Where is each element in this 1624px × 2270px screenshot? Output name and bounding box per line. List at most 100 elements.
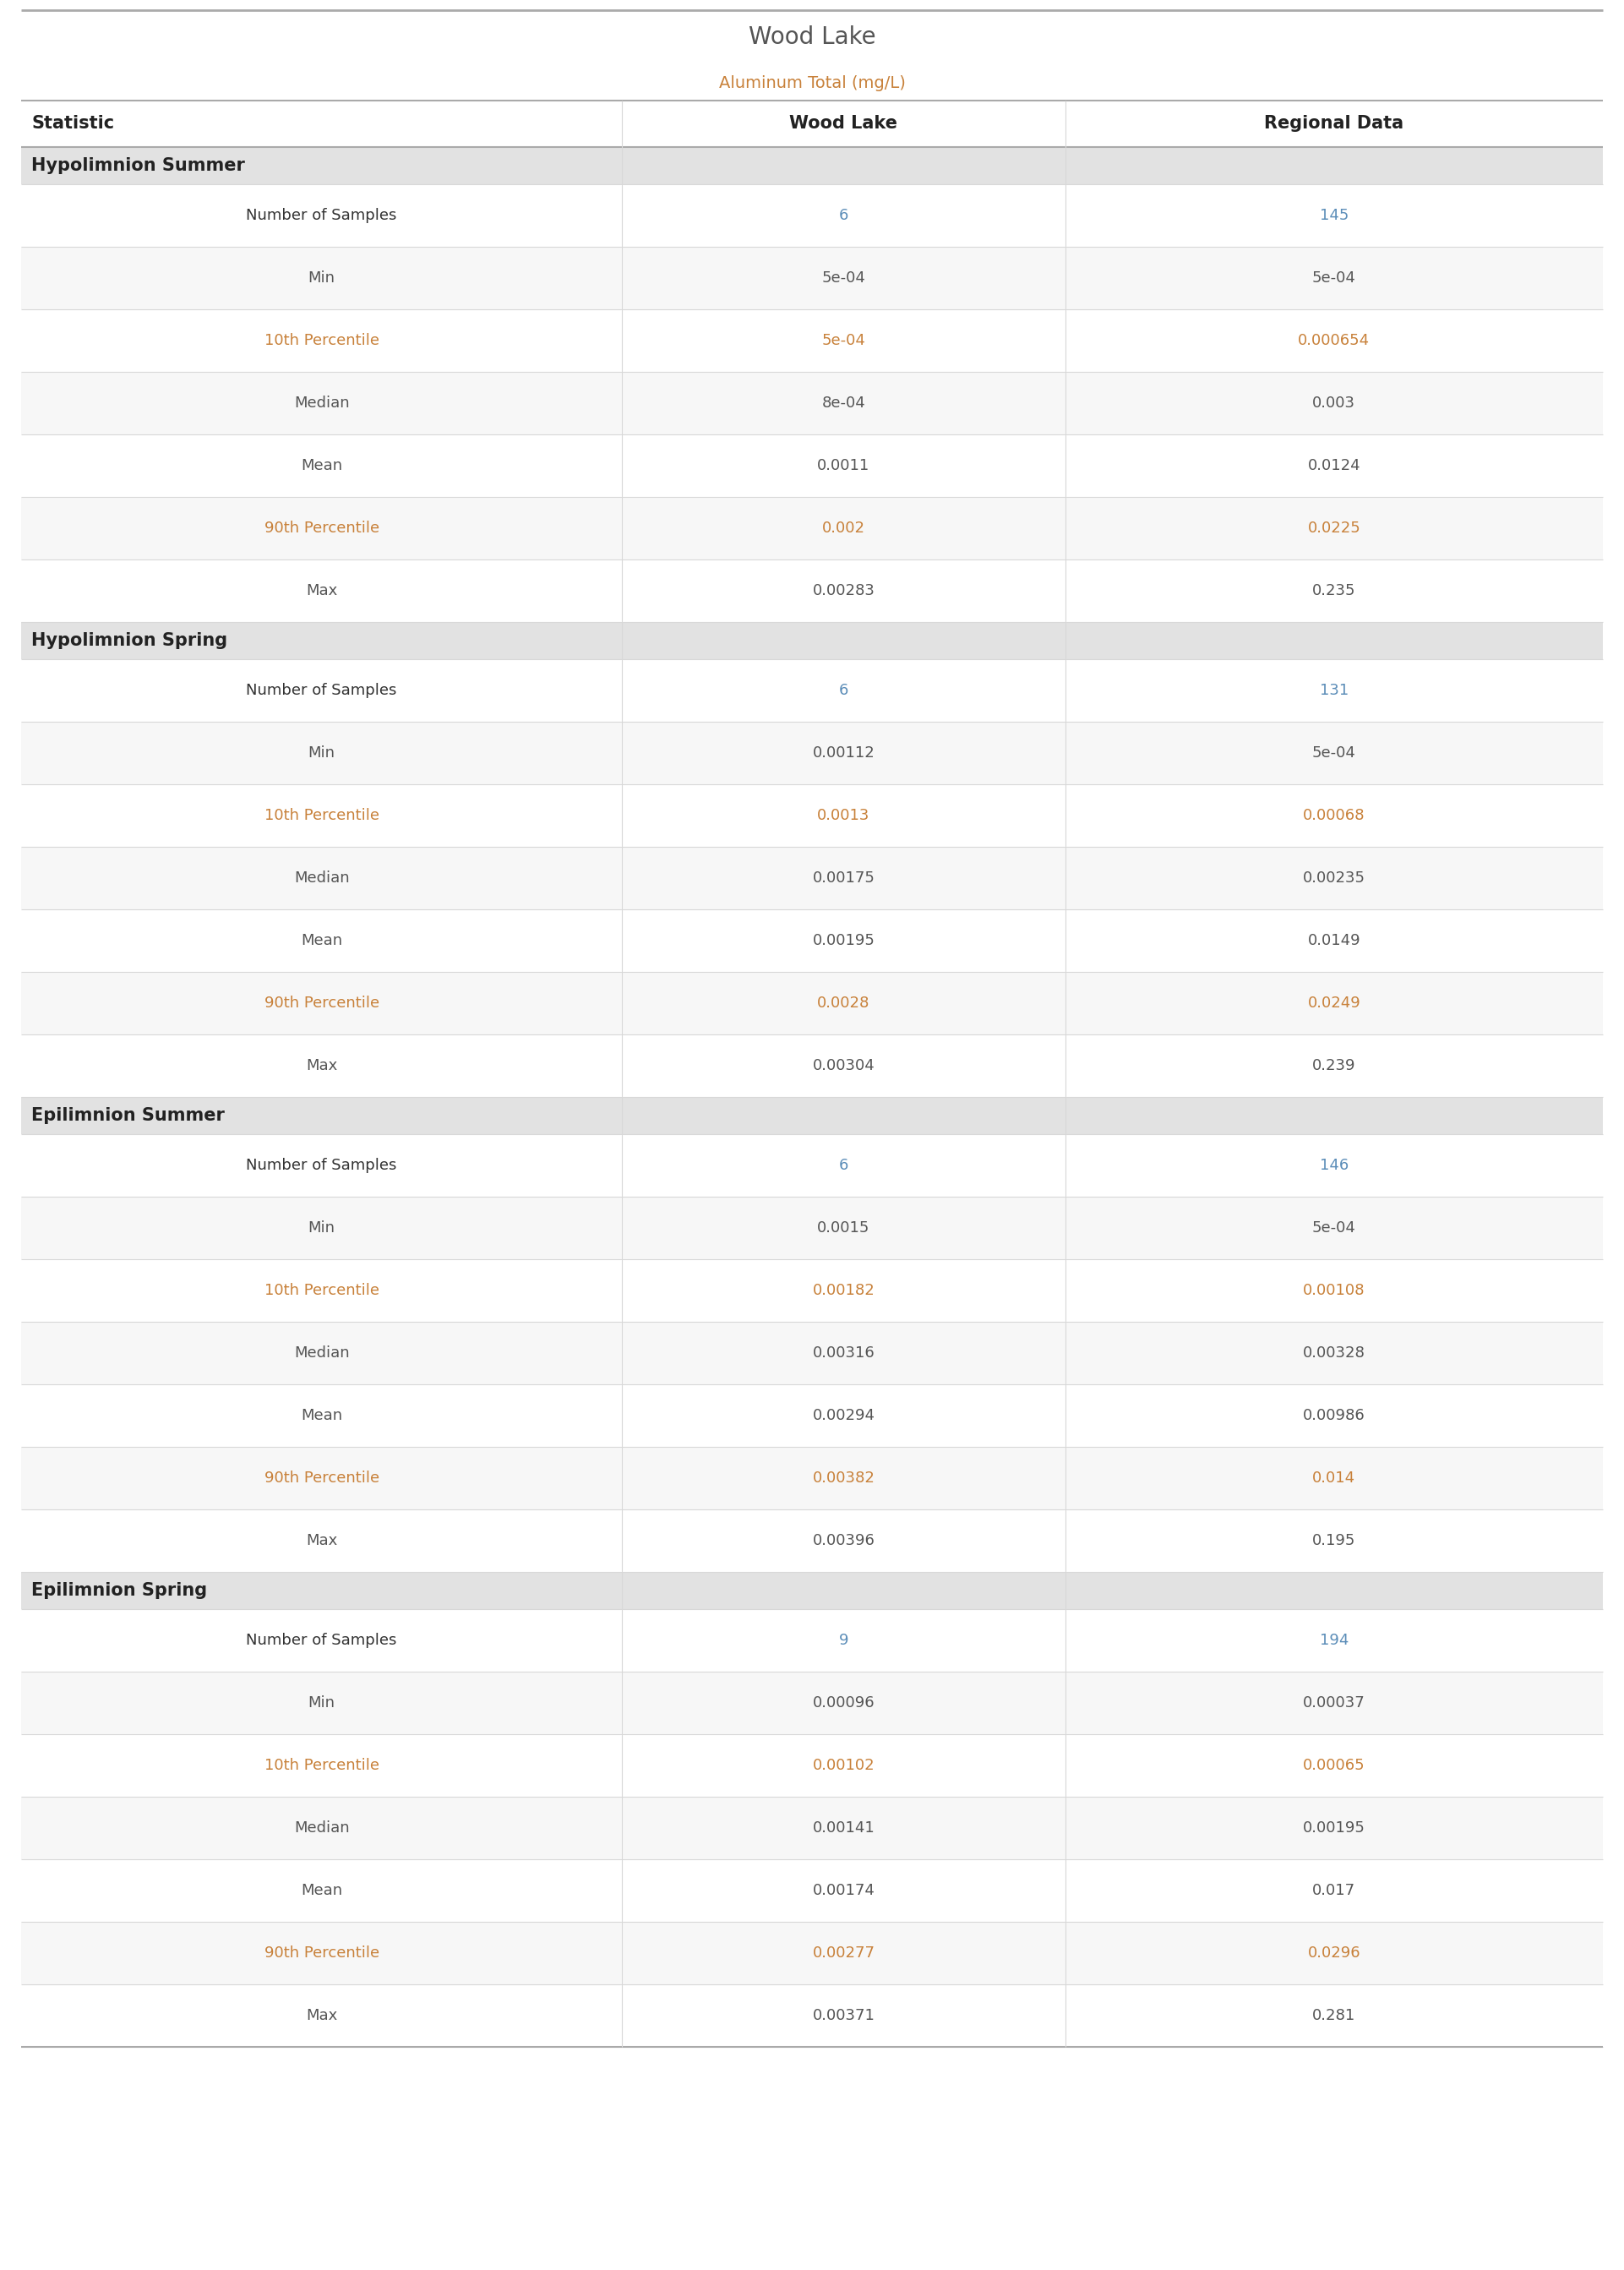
Text: Mean: Mean: [300, 933, 343, 949]
Text: Hypolimnion Spring: Hypolimnion Spring: [31, 631, 227, 649]
Bar: [21, 1446, 1603, 1510]
Text: Wood Lake: Wood Lake: [749, 25, 875, 50]
Text: Median: Median: [294, 395, 349, 411]
Text: 0.000654: 0.000654: [1298, 334, 1371, 347]
Text: 10th Percentile: 10th Percentile: [265, 808, 378, 824]
Bar: [21, 1096, 1603, 1135]
Text: 0.281: 0.281: [1312, 2009, 1356, 2023]
Text: 5e-04: 5e-04: [822, 334, 866, 347]
Text: Number of Samples: Number of Samples: [247, 209, 396, 222]
Text: 0.00182: 0.00182: [812, 1283, 875, 1298]
Text: Min: Min: [309, 1221, 335, 1235]
Text: Number of Samples: Number of Samples: [247, 1632, 396, 1648]
Text: 0.00112: 0.00112: [812, 745, 875, 760]
Text: 0.00141: 0.00141: [812, 1821, 875, 1836]
Text: 10th Percentile: 10th Percentile: [265, 334, 378, 347]
Text: Median: Median: [294, 1346, 349, 1360]
Text: 145: 145: [1319, 209, 1348, 222]
Bar: [21, 1260, 1603, 1321]
Text: 6: 6: [840, 1158, 848, 1174]
Text: Aluminum Total (mg/L): Aluminum Total (mg/L): [719, 75, 905, 91]
Text: 5e-04: 5e-04: [1312, 1221, 1356, 1235]
Bar: [21, 558, 1603, 622]
Text: Number of Samples: Number of Samples: [247, 683, 396, 699]
Text: 0.00174: 0.00174: [812, 1882, 875, 1898]
Bar: [21, 100, 1603, 148]
Bar: [21, 66, 1603, 100]
Text: 0.003: 0.003: [1312, 395, 1356, 411]
Text: 0.0249: 0.0249: [1307, 997, 1361, 1010]
Text: Statistic: Statistic: [31, 116, 114, 132]
Text: 0.0225: 0.0225: [1307, 520, 1361, 536]
Text: 0.00294: 0.00294: [812, 1407, 875, 1423]
Text: 5e-04: 5e-04: [1312, 270, 1356, 286]
Text: Max: Max: [305, 2009, 338, 2023]
Bar: [21, 972, 1603, 1035]
Text: Min: Min: [309, 745, 335, 760]
Text: 0.00108: 0.00108: [1302, 1283, 1366, 1298]
Text: 5e-04: 5e-04: [1312, 745, 1356, 760]
Bar: [21, 1510, 1603, 1571]
Text: Median: Median: [294, 1821, 349, 1836]
Text: 0.014: 0.014: [1312, 1471, 1356, 1487]
Bar: [21, 1135, 1603, 1196]
Bar: [21, 1734, 1603, 1798]
Text: 90th Percentile: 90th Percentile: [265, 1471, 378, 1487]
Text: 0.00065: 0.00065: [1302, 1757, 1366, 1773]
Text: Epilimnion Spring: Epilimnion Spring: [31, 1582, 208, 1598]
Bar: [21, 372, 1603, 434]
Text: Epilimnion Summer: Epilimnion Summer: [31, 1108, 224, 1124]
Text: 8e-04: 8e-04: [822, 395, 866, 411]
Bar: [21, 1798, 1603, 1859]
Text: Min: Min: [309, 1696, 335, 1712]
Text: 0.00986: 0.00986: [1302, 1407, 1366, 1423]
Text: 6: 6: [840, 209, 848, 222]
Bar: [21, 722, 1603, 783]
Text: 131: 131: [1320, 683, 1348, 699]
Bar: [21, 658, 1603, 722]
Text: 0.00195: 0.00195: [1302, 1821, 1366, 1836]
Text: Max: Max: [305, 1532, 338, 1548]
Text: 0.0149: 0.0149: [1307, 933, 1361, 949]
Text: 0.0296: 0.0296: [1307, 1945, 1361, 1961]
Bar: [21, 247, 1603, 309]
Text: 10th Percentile: 10th Percentile: [265, 1757, 378, 1773]
Bar: [21, 1859, 1603, 1923]
Text: Max: Max: [305, 583, 338, 599]
Text: 0.00328: 0.00328: [1302, 1346, 1366, 1360]
Text: Max: Max: [305, 1058, 338, 1074]
Bar: [21, 1923, 1603, 1984]
Text: 5e-04: 5e-04: [822, 270, 866, 286]
Text: Regional Data: Regional Data: [1263, 116, 1403, 132]
Text: 0.00304: 0.00304: [812, 1058, 875, 1074]
Bar: [21, 622, 1603, 658]
Text: 0.235: 0.235: [1312, 583, 1356, 599]
Text: 0.017: 0.017: [1312, 1882, 1356, 1898]
Text: 0.00235: 0.00235: [1302, 869, 1366, 885]
Bar: [21, 1321, 1603, 1385]
Text: 10th Percentile: 10th Percentile: [265, 1283, 378, 1298]
Text: Number of Samples: Number of Samples: [247, 1158, 396, 1174]
Text: 0.0028: 0.0028: [817, 997, 870, 1010]
Text: 0.239: 0.239: [1312, 1058, 1356, 1074]
Bar: [21, 783, 1603, 847]
Bar: [21, 1571, 1603, 1609]
Text: 0.00037: 0.00037: [1302, 1696, 1366, 1712]
Text: Wood Lake: Wood Lake: [789, 116, 898, 132]
Text: Median: Median: [294, 869, 349, 885]
Bar: [21, 9, 1603, 66]
Bar: [21, 1196, 1603, 1260]
Text: 0.0124: 0.0124: [1307, 459, 1361, 472]
Bar: [21, 1671, 1603, 1734]
Text: 6: 6: [840, 683, 848, 699]
Bar: [21, 497, 1603, 558]
Text: 194: 194: [1319, 1632, 1348, 1648]
Text: Mean: Mean: [300, 459, 343, 472]
Bar: [21, 309, 1603, 372]
Text: 0.0015: 0.0015: [817, 1221, 870, 1235]
Text: Hypolimnion Summer: Hypolimnion Summer: [31, 157, 245, 175]
Text: 0.00371: 0.00371: [812, 2009, 875, 2023]
Text: 146: 146: [1320, 1158, 1348, 1174]
Text: 0.00316: 0.00316: [812, 1346, 875, 1360]
Bar: [21, 1609, 1603, 1671]
